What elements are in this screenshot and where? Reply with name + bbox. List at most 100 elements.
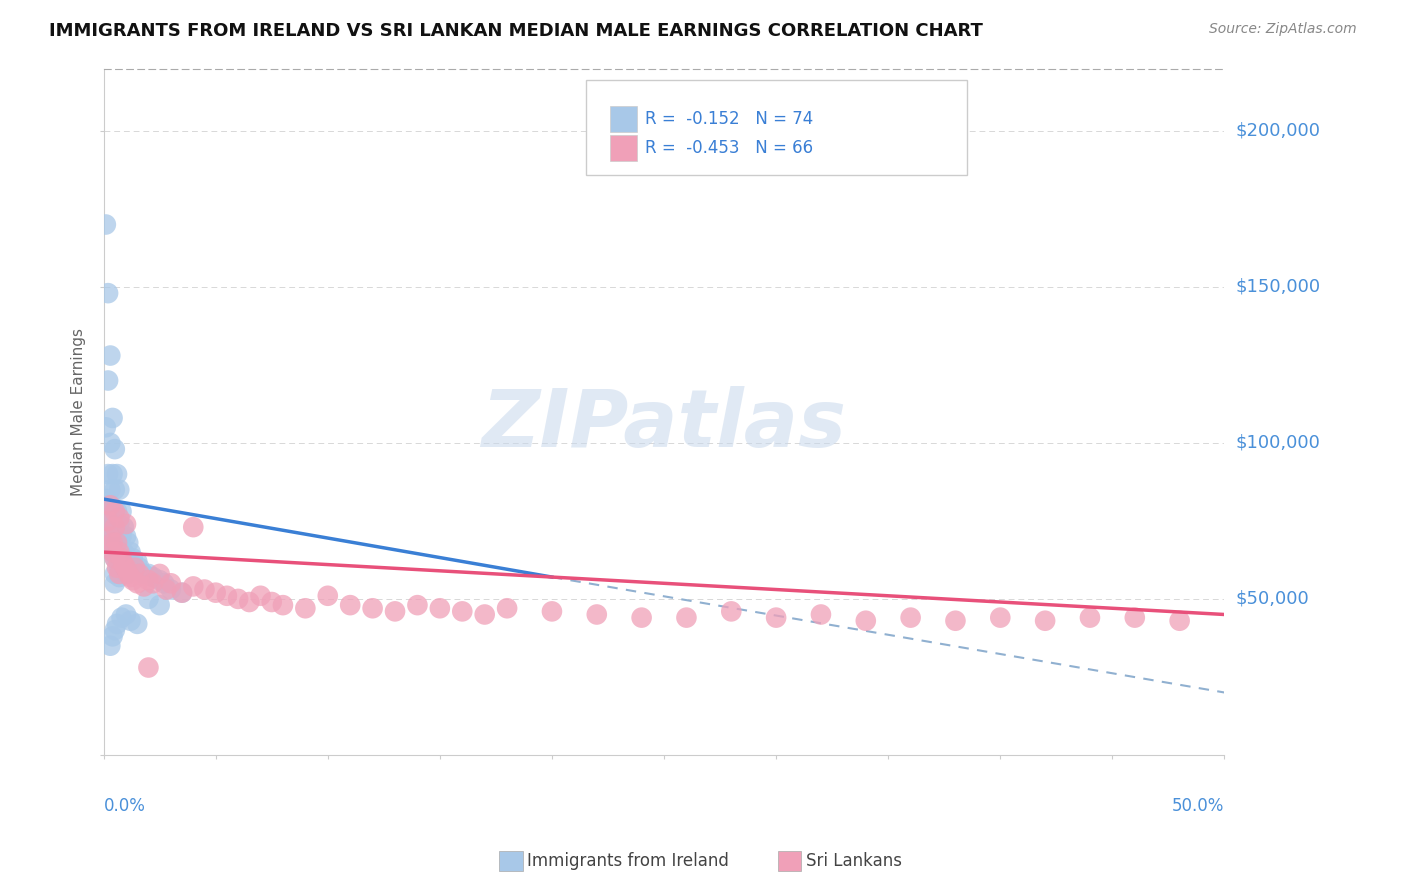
Point — [101, 514, 124, 528]
Point — [675, 610, 697, 624]
Point — [112, 520, 135, 534]
Point — [105, 467, 128, 482]
FancyBboxPatch shape — [610, 135, 637, 161]
Point — [170, 585, 193, 599]
Point — [121, 551, 143, 566]
Point — [101, 504, 124, 518]
Point — [108, 566, 131, 581]
Point — [105, 560, 128, 574]
Point — [900, 610, 922, 624]
Point — [153, 576, 176, 591]
FancyBboxPatch shape — [610, 106, 637, 132]
Point — [1078, 610, 1101, 624]
Point — [104, 520, 127, 534]
Point — [339, 598, 361, 612]
Point — [120, 614, 142, 628]
Point — [98, 535, 121, 549]
Point — [101, 529, 124, 543]
Point — [142, 576, 165, 591]
Text: R =  -0.453   N = 66: R = -0.453 N = 66 — [645, 139, 813, 157]
Point — [215, 589, 238, 603]
Point — [115, 560, 138, 574]
Point — [104, 483, 127, 497]
Point — [104, 566, 127, 581]
Point — [101, 467, 124, 482]
Point — [110, 610, 132, 624]
Point — [101, 535, 124, 549]
Point — [97, 286, 120, 301]
Point — [451, 604, 474, 618]
Point — [94, 218, 117, 232]
Point — [98, 349, 121, 363]
Point — [170, 585, 193, 599]
Point — [108, 570, 131, 584]
Text: Source: ZipAtlas.com: Source: ZipAtlas.com — [1209, 22, 1357, 37]
Point — [101, 545, 124, 559]
Point — [271, 598, 294, 612]
Point — [110, 504, 132, 518]
Point — [260, 595, 283, 609]
Point — [101, 545, 124, 559]
Point — [124, 560, 146, 574]
Point — [104, 551, 127, 566]
Point — [108, 483, 131, 497]
FancyBboxPatch shape — [585, 80, 967, 175]
Point — [294, 601, 316, 615]
Point — [108, 560, 131, 574]
Point — [98, 514, 121, 528]
Point — [496, 601, 519, 615]
Point — [585, 607, 607, 622]
Point — [112, 558, 135, 572]
Point — [98, 483, 121, 497]
Point — [117, 566, 139, 581]
Point — [97, 504, 120, 518]
Point — [720, 604, 742, 618]
Point — [104, 520, 127, 534]
Point — [97, 523, 120, 537]
Point — [406, 598, 429, 612]
Point — [104, 623, 127, 637]
Point — [98, 529, 121, 543]
Y-axis label: Median Male Earnings: Median Male Earnings — [72, 327, 86, 496]
Point — [104, 576, 127, 591]
Text: IMMIGRANTS FROM IRELAND VS SRI LANKAN MEDIAN MALE EARNINGS CORRELATION CHART: IMMIGRANTS FROM IRELAND VS SRI LANKAN ME… — [49, 22, 983, 40]
Point — [127, 576, 149, 591]
Point — [94, 491, 117, 506]
Point — [127, 616, 149, 631]
Point — [124, 560, 146, 574]
Point — [101, 629, 124, 643]
Point — [108, 510, 131, 524]
Point — [98, 498, 121, 512]
Point — [97, 374, 120, 388]
Point — [117, 535, 139, 549]
Point — [120, 570, 142, 584]
Text: $200,000: $200,000 — [1236, 122, 1320, 140]
Point — [97, 467, 120, 482]
Point — [249, 589, 271, 603]
Point — [101, 411, 124, 425]
Point — [97, 498, 120, 512]
Point — [110, 551, 132, 566]
Point — [105, 526, 128, 541]
Point — [108, 533, 131, 547]
Point — [361, 601, 384, 615]
Text: ZIPatlas: ZIPatlas — [481, 386, 846, 465]
Point — [105, 504, 128, 518]
Point — [138, 591, 160, 606]
Point — [110, 529, 132, 543]
Point — [105, 529, 128, 543]
Point — [108, 541, 131, 556]
Point — [138, 566, 160, 581]
Point — [108, 545, 131, 559]
Point — [98, 639, 121, 653]
Point — [541, 604, 564, 618]
Point — [149, 573, 172, 587]
Point — [181, 579, 204, 593]
Point — [115, 566, 138, 581]
Text: $100,000: $100,000 — [1236, 434, 1320, 452]
Point — [238, 595, 260, 609]
Point — [142, 570, 165, 584]
Point — [105, 616, 128, 631]
Point — [155, 582, 177, 597]
Point — [110, 554, 132, 568]
